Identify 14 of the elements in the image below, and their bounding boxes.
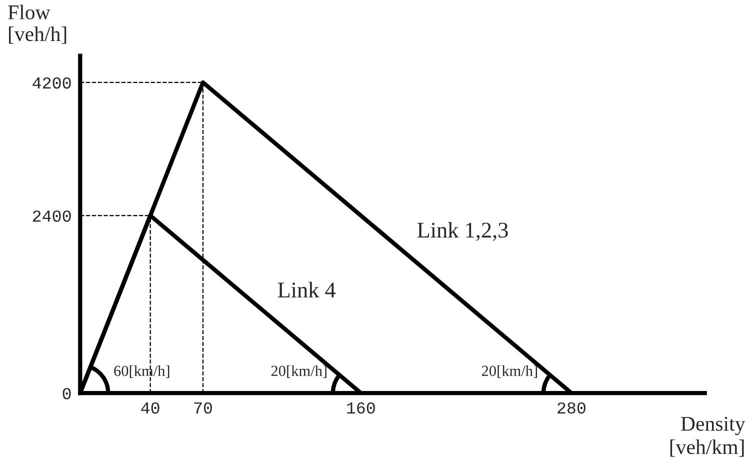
x-tick-label: 160 xyxy=(347,402,375,414)
x-tick-label: 280 xyxy=(558,402,586,414)
y-axis-title: Flow [veh/h] xyxy=(8,4,66,44)
y-tick-label: 0 xyxy=(62,388,71,400)
x-tick-label: 40 xyxy=(141,402,160,414)
series-label: Link 1,2,3 xyxy=(417,222,508,241)
annotation: 20[km/h] xyxy=(271,365,326,378)
x-axis-title: Density [veh/km] xyxy=(670,416,746,457)
y-tick-label: 4200 xyxy=(32,77,71,89)
x-tick-label: 70 xyxy=(194,402,212,414)
annotation: 60[km/h] xyxy=(114,365,170,378)
series-label: Link 4 xyxy=(278,282,336,298)
y-tick-label: 2400 xyxy=(32,210,71,222)
annotation: 20[km/h] xyxy=(482,365,537,378)
